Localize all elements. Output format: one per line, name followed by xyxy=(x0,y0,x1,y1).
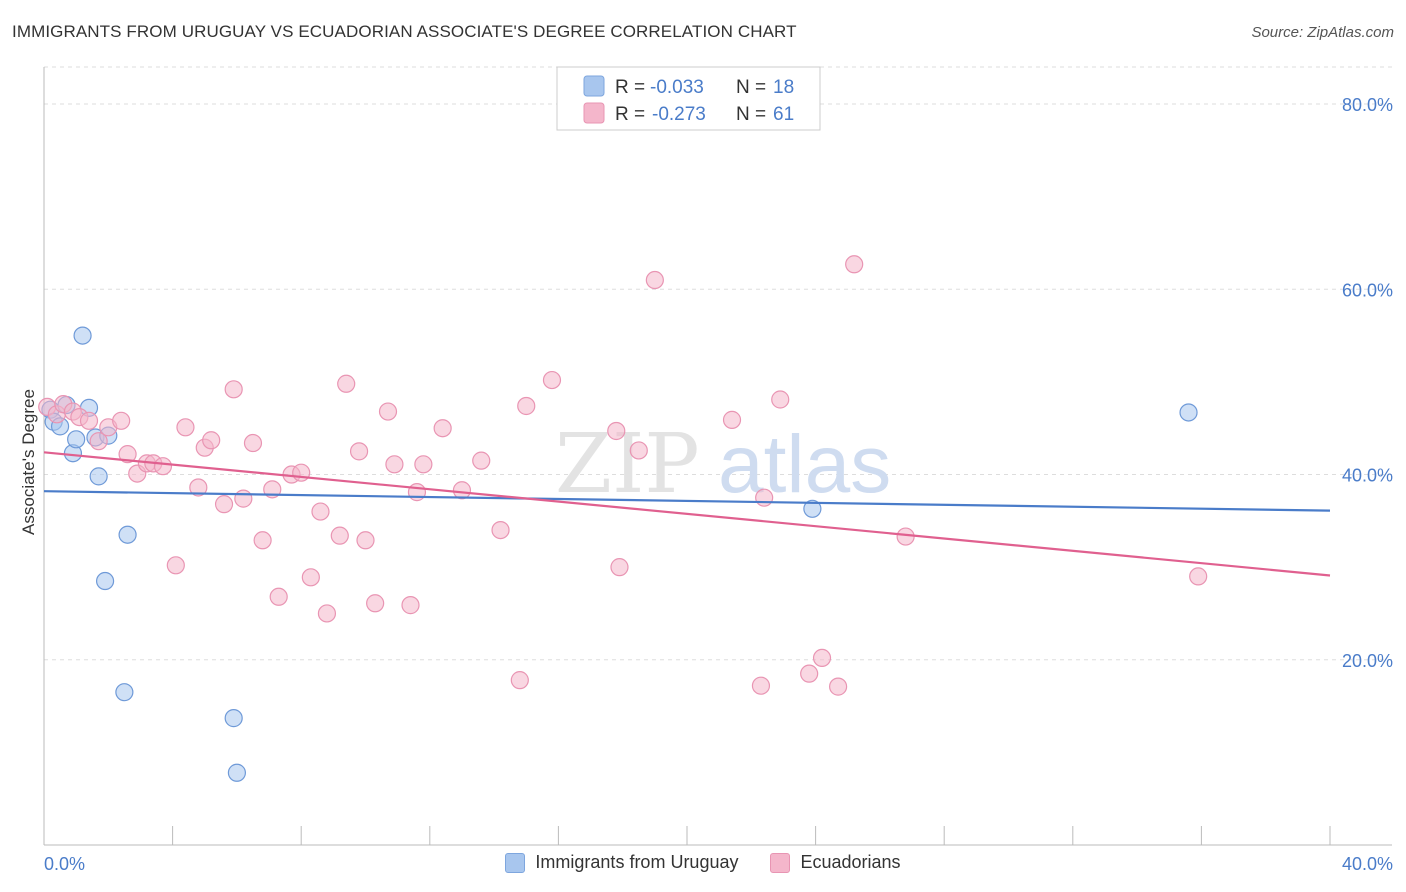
chart-title: IMMIGRANTS FROM URUGUAY VS ECUADORIAN AS… xyxy=(12,22,797,41)
y-tick-label: 40.0% xyxy=(1342,466,1393,486)
legend-label-ecuadorians: Ecuadorians xyxy=(800,852,901,872)
legend-n-value-1: 18 xyxy=(773,77,794,98)
uruguay-point[interactable] xyxy=(73,326,92,345)
uruguay-point[interactable] xyxy=(115,683,134,702)
ecuadorian-point[interactable] xyxy=(189,478,208,497)
legend-n-label-2: N = xyxy=(736,104,766,125)
ecuadorian-point[interactable] xyxy=(755,488,774,507)
ecuadorian-point[interactable] xyxy=(311,502,330,521)
ecuadorian-point[interactable] xyxy=(330,526,349,545)
uruguay-trend-line xyxy=(43,490,1331,512)
ecuadorian-point[interactable] xyxy=(118,445,137,464)
y-tick-label: 20.0% xyxy=(1342,651,1393,671)
uruguay-point[interactable] xyxy=(227,763,246,782)
ecuadorian-point[interactable] xyxy=(610,558,629,577)
ecuadorian-point[interactable] xyxy=(845,255,864,274)
ecuadorian-point[interactable] xyxy=(896,527,915,546)
ecuadorian-point[interactable] xyxy=(349,442,369,461)
axes xyxy=(43,67,1392,846)
ecuadorian-point[interactable] xyxy=(407,483,427,502)
watermark-zip: ZIP xyxy=(555,417,700,512)
uruguay-point[interactable] xyxy=(118,525,137,544)
legend-r-value-2: -0.273 xyxy=(652,104,706,125)
ecuadorian-point[interactable] xyxy=(452,481,472,500)
ecuadorian-point[interactable] xyxy=(829,677,848,696)
legend-item-ecuadorians[interactable]: Ecuadorians xyxy=(770,852,901,873)
uruguay-swatch xyxy=(505,852,526,873)
uruguay-point[interactable] xyxy=(224,709,243,728)
ecuadorian-point[interactable] xyxy=(800,664,819,683)
legend-r-label-2: R = xyxy=(615,104,645,125)
ecuadorian-point[interactable] xyxy=(607,421,626,441)
legend-swatch-pink xyxy=(583,102,605,124)
legend-swatch-blue xyxy=(583,75,605,97)
ecuadorian-trend-line xyxy=(43,451,1331,577)
uruguay-point[interactable] xyxy=(803,499,822,518)
ecuadorian-point[interactable] xyxy=(812,648,832,668)
ecuadorian-point[interactable] xyxy=(366,594,385,613)
legend-r-label-1: R = xyxy=(615,77,645,98)
ecuadorian-point[interactable] xyxy=(751,676,771,695)
ecuadorian-point[interactable] xyxy=(629,441,648,460)
ecuadorian-point[interactable] xyxy=(253,531,272,550)
legend-label-uruguay: Immigrants from Uruguay xyxy=(535,852,739,872)
ecuadorian-point[interactable] xyxy=(269,587,288,606)
ecuadorian-point[interactable] xyxy=(292,463,311,482)
ecuadorian-point[interactable] xyxy=(356,531,375,550)
legend-item-uruguay[interactable]: Immigrants from Uruguay xyxy=(505,852,738,873)
legend-n-label-1: N = xyxy=(736,77,766,98)
uruguay-points xyxy=(41,326,1198,782)
ecuadorian-point[interactable] xyxy=(542,370,562,390)
ecuadorian-swatch xyxy=(770,852,791,873)
series-legend: Immigrants from Uruguay Ecuadorians xyxy=(0,852,1406,873)
ecuadorian-point[interactable] xyxy=(166,556,185,575)
ecuadorian-point[interactable] xyxy=(202,431,221,450)
ecuadorian-point[interactable] xyxy=(517,396,536,416)
ecuadorian-point[interactable] xyxy=(79,411,99,430)
y-tick-label: 80.0% xyxy=(1342,95,1393,115)
uruguay-point[interactable] xyxy=(89,467,108,486)
ecuadorian-point[interactable] xyxy=(337,374,356,393)
x-tick-label-min: 0.0% xyxy=(44,854,85,874)
ecuadorian-point[interactable] xyxy=(234,489,253,508)
legend-n-value-2: 61 xyxy=(773,104,794,125)
ecuadorian-point[interactable] xyxy=(243,433,263,453)
watermark-atlas: atlas xyxy=(718,419,891,510)
ecuadorian-point[interactable] xyxy=(89,432,108,451)
legend-r-value-1: -0.033 xyxy=(650,77,704,98)
uruguay-point[interactable] xyxy=(1179,403,1198,422)
ecuadorian-point[interactable] xyxy=(491,520,510,540)
y-tick-label: 60.0% xyxy=(1342,280,1393,300)
ecuadorian-point[interactable] xyxy=(153,457,173,476)
ecuadorian-point[interactable] xyxy=(112,411,131,430)
y-axis-title: Associate's Degree xyxy=(19,389,38,535)
ecuadorian-point[interactable] xyxy=(433,419,452,438)
ecuadorian-point[interactable] xyxy=(224,380,243,399)
ecuadorian-point[interactable] xyxy=(1189,567,1208,586)
ecuadorian-point[interactable] xyxy=(771,390,790,409)
ecuadorian-point[interactable] xyxy=(385,455,404,474)
ecuadorian-point[interactable] xyxy=(176,418,195,437)
uruguay-point[interactable] xyxy=(67,430,86,449)
ecuadorian-point[interactable] xyxy=(214,495,234,514)
ecuadorian-point[interactable] xyxy=(645,270,664,290)
ecuadorian-point[interactable] xyxy=(510,671,529,690)
ecuadorian-point[interactable] xyxy=(414,455,433,474)
trend-lines xyxy=(43,451,1331,577)
ecuadorian-point[interactable] xyxy=(301,568,320,587)
ecuadorian-point[interactable] xyxy=(317,604,337,623)
uruguay-point[interactable] xyxy=(95,571,115,591)
x-tick-label-max: 40.0% xyxy=(1342,854,1393,874)
gridlines xyxy=(44,66,1392,661)
ecuadorian-point[interactable] xyxy=(472,451,491,470)
ecuadorian-point[interactable] xyxy=(401,596,420,615)
correlation-legend: R = -0.033 N = 18 R = -0.273 N = 61 xyxy=(556,66,821,131)
tick-labels: 20.0% 40.0% 60.0% 80.0% 0.0% 40.0% xyxy=(44,95,1393,874)
source-credit: Source: ZipAtlas.com xyxy=(1251,24,1394,41)
ecuadorian-point[interactable] xyxy=(722,410,742,429)
ecuadorian-point[interactable] xyxy=(378,402,398,421)
